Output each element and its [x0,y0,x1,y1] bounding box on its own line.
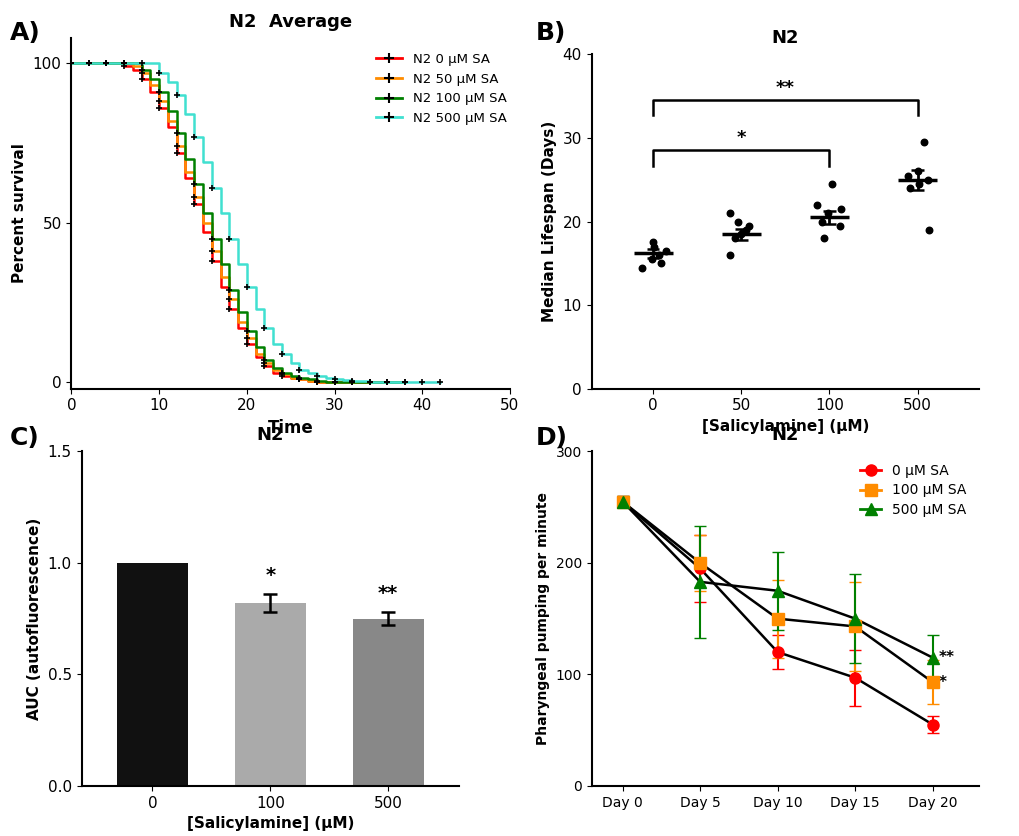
Point [808,198,824,212]
Bar [353,619,423,786]
Text: **: ** [775,79,794,97]
Point [721,206,738,220]
Point [813,215,829,228]
Point [823,177,840,191]
X-axis label: [Salicylamine] (μM): [Salicylamine] (μM) [186,816,354,831]
Point [915,135,931,149]
Text: *: * [937,675,946,690]
Bar [234,603,306,786]
Text: **: ** [937,650,954,665]
Y-axis label: Percent survival: Percent survival [12,143,28,283]
Point [644,236,660,249]
Y-axis label: Pharyngeal pumping per minute: Pharyngeal pumping per minute [535,492,549,745]
Point [721,248,738,262]
Legend: N2 0 μM SA, N2 50 μM SA, N2 100 μM SA, N2 500 μM SA: N2 0 μM SA, N2 50 μM SA, N2 100 μM SA, N… [371,48,512,130]
Point [741,219,757,232]
Point [832,202,848,216]
Point [733,227,749,241]
Point [909,165,925,178]
Point [910,177,926,191]
Title: N2: N2 [771,426,798,444]
Point [657,244,674,257]
Point [643,252,659,266]
Point [899,169,915,182]
Point [737,223,753,237]
Text: *: * [265,566,275,585]
Title: N2: N2 [771,29,798,47]
Point [730,215,746,228]
Point [919,173,935,186]
Text: *: * [736,129,745,147]
X-axis label: [Salicylamine] (μM): [Salicylamine] (μM) [701,419,868,434]
Text: **: ** [378,584,398,603]
Title: N2: N2 [257,426,283,444]
Point [832,219,848,232]
X-axis label: Time: Time [268,419,313,437]
Text: B): B) [535,21,566,45]
Text: C): C) [10,426,40,451]
Point [819,206,836,220]
Point [633,261,649,274]
Point [727,232,743,245]
Text: D): D) [535,426,567,451]
Point [902,181,918,195]
Text: A): A) [10,21,41,45]
Y-axis label: AUC (autofluorescence): AUC (autofluorescence) [28,517,42,720]
Title: N2  Average: N2 Average [229,13,352,30]
Point [645,240,661,253]
Point [652,257,668,270]
Legend: 0 μM SA, 100 μM SA, 500 μM SA: 0 μM SA, 100 μM SA, 500 μM SA [854,458,971,522]
Bar [117,563,187,786]
Point [650,248,666,262]
Point [920,223,936,237]
Y-axis label: Median Lifespan (Days): Median Lifespan (Days) [541,121,556,322]
Point [815,232,832,245]
